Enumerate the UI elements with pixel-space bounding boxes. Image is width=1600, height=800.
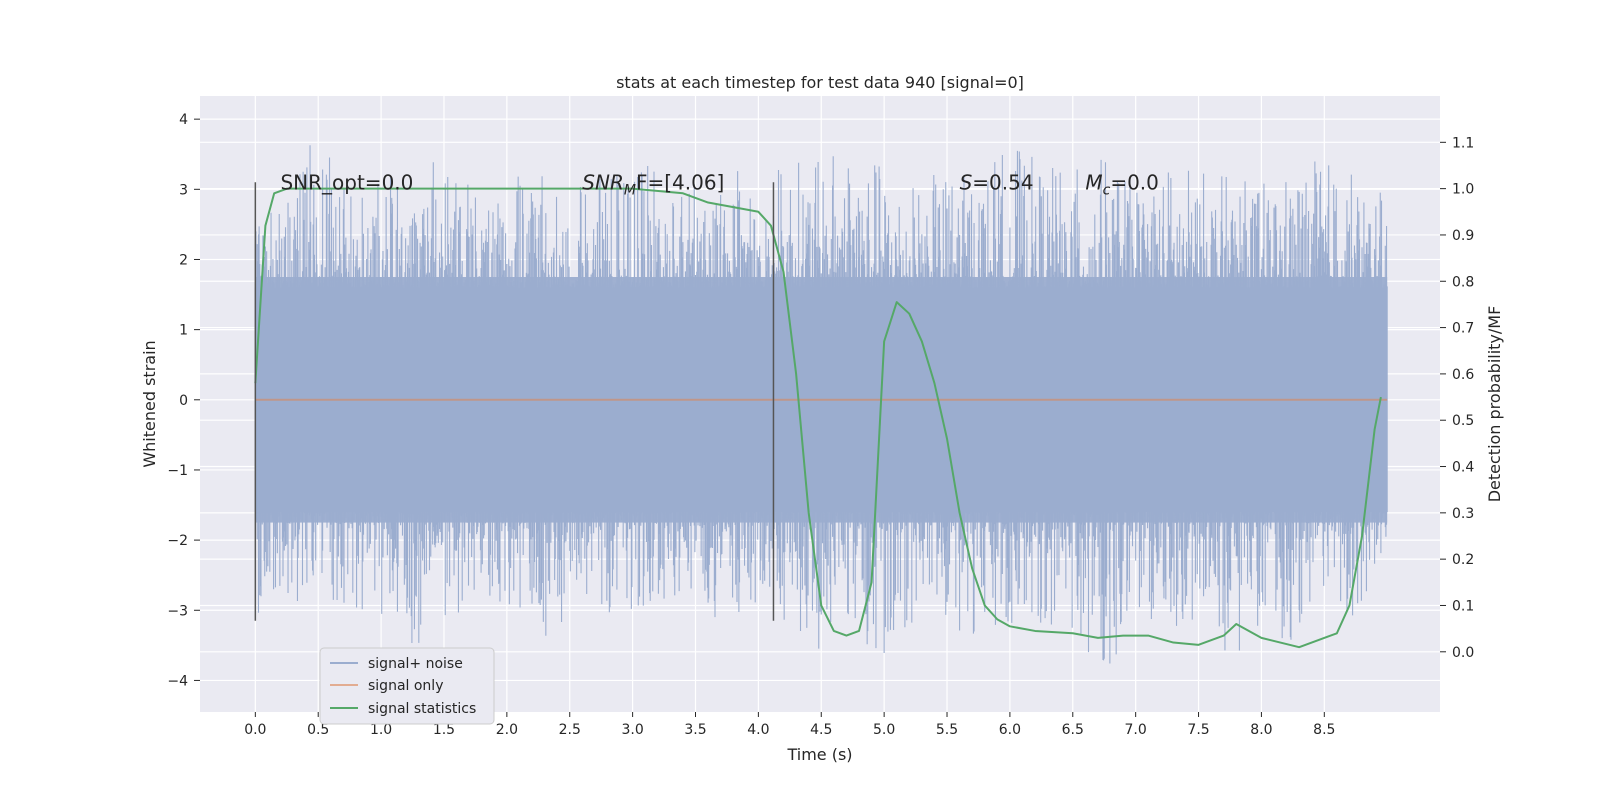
y-right-tick-label: 0.7 xyxy=(1452,321,1474,337)
x-tick-label: 3.5 xyxy=(684,722,706,738)
x-tick-label: 0.5 xyxy=(307,722,329,738)
y-right-tick-label: 0.4 xyxy=(1452,460,1474,476)
y-tick-label: −1 xyxy=(167,463,188,479)
legend-noise-label: signal+ noise xyxy=(368,656,463,672)
legend: signal+ noise signal only signal statist… xyxy=(319,647,495,725)
annotation-text: SNRMF=[4.06] xyxy=(582,170,724,198)
y-tick-label: 1 xyxy=(179,323,188,339)
legend-statistics-label: signal statistics xyxy=(368,701,476,717)
y-tick-label: 4 xyxy=(179,112,188,128)
x-tick-label: 4.5 xyxy=(810,722,832,738)
x-tick-label: 7.0 xyxy=(1125,722,1147,738)
y-axis-right-label: Detection probability/MF xyxy=(1485,306,1504,503)
x-tick-label: 0.0 xyxy=(244,722,266,738)
y-axis-ticks: −4 −3 −2 −1 0 1 2 3 4 xyxy=(167,112,200,689)
y-tick-label: 3 xyxy=(179,182,188,198)
y-tick-label: 0 xyxy=(179,393,188,409)
event-markers xyxy=(254,182,775,621)
signal-statistics-line xyxy=(254,187,1382,649)
y-right-tick-label: 0.6 xyxy=(1452,367,1474,383)
x-tick-label: 1.5 xyxy=(433,722,455,738)
legend-signal-only-label: signal only xyxy=(368,678,443,694)
x-tick-label: 3.0 xyxy=(621,722,643,738)
x-tick-label: 6.0 xyxy=(999,722,1021,738)
x-tick-label: 2.5 xyxy=(559,722,581,738)
y-tick-label: −2 xyxy=(167,533,188,549)
y-right-tick-label: 0.0 xyxy=(1452,645,1474,661)
y-tick-label: −3 xyxy=(167,603,188,619)
annotation-text: Mc=0.0 xyxy=(1085,170,1159,198)
y-axis-label: Whitened strain xyxy=(140,340,159,467)
chart-title: stats at each timestep for test data 940… xyxy=(616,73,1024,92)
x-tick-label: 7.5 xyxy=(1187,722,1209,738)
y-right-tick-label: 0.3 xyxy=(1452,506,1474,522)
x-tick-label: 8.5 xyxy=(1313,722,1335,738)
x-tick-label: 4.0 xyxy=(747,722,769,738)
x-tick-label: 8.0 xyxy=(1250,722,1272,738)
y-right-tick-label: 0.2 xyxy=(1452,552,1474,568)
annotation-text: SNR_opt=0.0 xyxy=(280,170,413,194)
y-tick-label: 2 xyxy=(179,252,188,268)
y-tick-label: −4 xyxy=(167,673,188,689)
x-tick-label: 2.0 xyxy=(496,722,518,738)
x-tick-label: 5.5 xyxy=(936,722,958,738)
x-axis-ticks: 0.0 0.5 1.0 1.5 2.0 2.5 3.0 3.5 4.0 4.5 5.0 5.5 6.0 6… xyxy=(244,712,1335,738)
annotations: SNR_opt=0.0 SNRMF=[4.06] S=0.54 Mc=0.0 xyxy=(280,170,1158,198)
x-tick-label: 1.0 xyxy=(370,722,392,738)
annotation-text: S=0.54 xyxy=(960,170,1034,194)
y-right-tick-label: 0.1 xyxy=(1452,598,1474,614)
x-tick-label: 6.5 xyxy=(1062,722,1084,738)
y-axis-right-ticks: 0.0 0.1 0.2 0.3 0.4 0.5 0.6 0.7 0.8 0.9 1.0 1.1 xyxy=(1440,135,1474,661)
y-right-tick-label: 0.9 xyxy=(1452,228,1474,244)
signal-statistics-series xyxy=(254,187,1382,649)
y-right-tick-label: 0.8 xyxy=(1452,274,1474,290)
x-axis-label: Time (s) xyxy=(786,745,852,764)
y-right-tick-label: 0.5 xyxy=(1452,413,1474,429)
y-right-tick-label: 1.1 xyxy=(1452,135,1474,151)
x-tick-label: 5.0 xyxy=(873,722,895,738)
legend-box xyxy=(319,647,495,725)
y-right-tick-label: 1.0 xyxy=(1452,182,1474,198)
